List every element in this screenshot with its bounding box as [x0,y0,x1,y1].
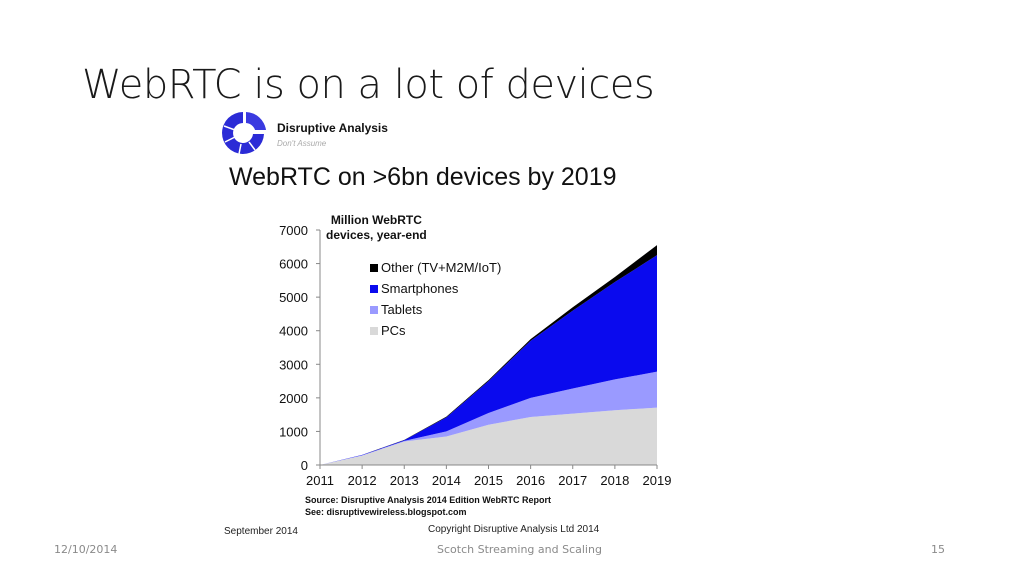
area-series-tablets [320,371,657,465]
slide-number: 15 [931,543,945,556]
x-tick-label: 2018 [600,473,629,488]
y-tick-label: 3000 [279,357,308,372]
y-tick-label: 5000 [279,290,308,305]
legend-item: PCs [370,323,406,338]
area-series-smartphones [320,255,657,465]
unit-label-line: Million WebRTC [330,213,422,227]
legend-swatch [370,263,378,272]
disruptive-analysis-logo-icon [222,112,266,155]
legend-label: PCs [381,323,406,338]
legend-label: Other (TV+M2M/IoT) [381,260,502,275]
report-date: September 2014 [224,526,298,537]
x-tick-label: 2015 [474,473,503,488]
x-tick-label: 2011 [306,473,334,488]
y-axis-unit-label: Million WebRTC devices, year-end [326,213,427,243]
y-tick-label: 1000 [279,424,308,439]
legend-label: Smartphones [381,281,459,296]
legend-swatch [370,284,378,293]
legend-swatch [370,305,378,314]
x-tick-label: 2019 [643,473,672,488]
y-tick-label: 2000 [279,391,308,406]
slide-title: WebRTC is on a lot of devices [82,62,655,108]
source-note: Source: Disruptive Analysis 2014 Edition… [305,495,552,505]
footer-presentation-title: Scotch Streaming and Scaling [437,543,602,556]
y-tick-label: 7000 [279,223,308,238]
unit-label-line: devices, year-end [326,228,427,242]
x-tick-label: 2012 [348,473,377,488]
brand-name: Disruptive Analysis [277,121,388,135]
x-tick-label: 2017 [558,473,587,488]
area-series-pcs [320,407,657,465]
y-tick-label: 6000 [279,257,308,272]
copyright-note: Copyright Disruptive Analysis Ltd 2014 [428,524,600,535]
y-tick-label: 4000 [279,324,308,339]
legend-label: Tablets [381,302,423,317]
chart-title: WebRTC on >6bn devices by 2019 [229,163,617,191]
brand-tagline: Don't Assume [277,139,327,148]
y-tick-label: 0 [301,458,308,473]
x-tick-label: 2014 [432,473,461,488]
footer-date: 12/10/2014 [54,543,118,556]
x-tick-label: 2016 [516,473,545,488]
legend-item: Smartphones [370,281,458,296]
see-link-note: See: disruptivewireless.blogspot.com [305,507,467,517]
x-tick-label: 2013 [390,473,419,488]
legend-item: Tablets [370,302,422,317]
legend-item: Other (TV+M2M/IoT) [370,260,501,275]
legend-swatch [370,326,378,335]
